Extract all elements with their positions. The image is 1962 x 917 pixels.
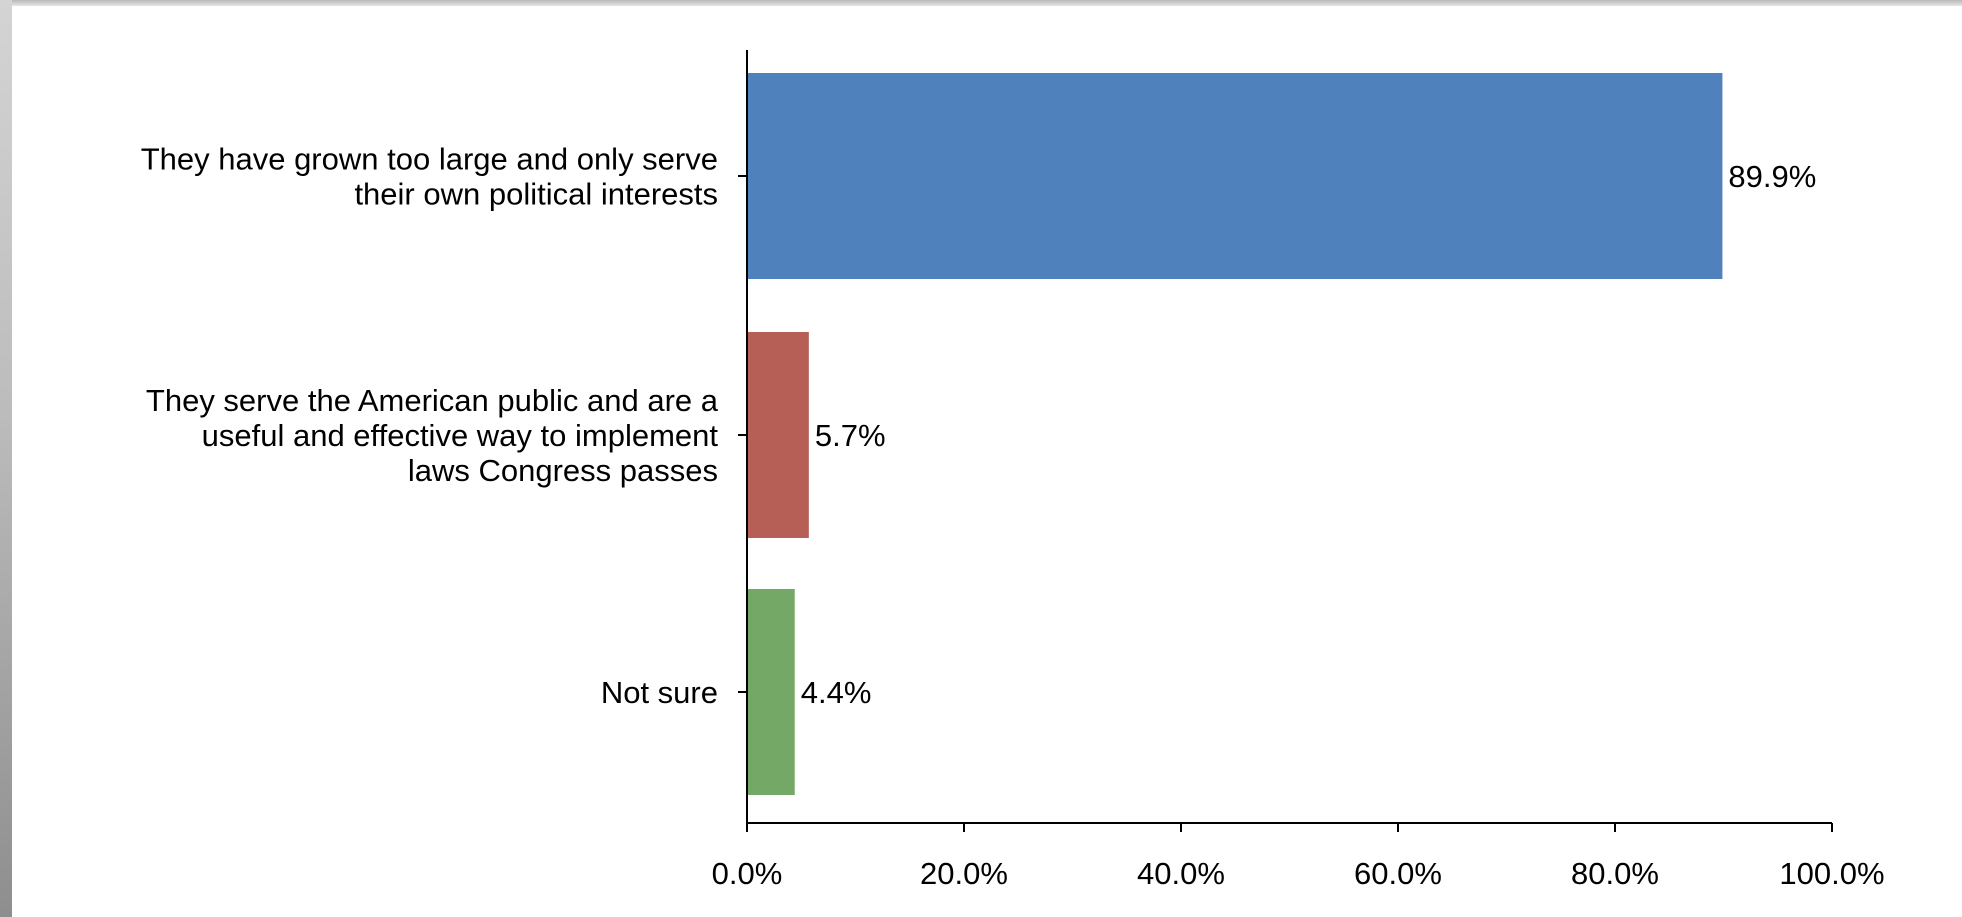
window-frame-left <box>0 0 12 917</box>
category-label-2: They serve the American public and are a… <box>146 383 719 488</box>
window-frame-top <box>0 0 1962 6</box>
category-label-1: They have grown too large and only serve… <box>141 142 718 212</box>
x-tick-label-2: 20.0% <box>920 856 1008 891</box>
x-tick-label-6: 100.0% <box>1779 856 1884 891</box>
x-tick-label-3: 40.0% <box>1137 856 1225 891</box>
category-label-line: laws Congress passes <box>408 453 718 488</box>
data-label-3: 4.4% <box>801 675 872 710</box>
bar-1 <box>747 73 1723 279</box>
x-tick-label-1: 0.0% <box>712 856 783 891</box>
axes-layer: 0.0% 20.0% 40.0% 60.0% 80.0% 100.0% <box>712 50 1885 891</box>
category-label-line: They have grown too large and only serve <box>141 142 718 177</box>
data-label-2: 5.7% <box>815 418 886 453</box>
bar-2 <box>747 332 809 538</box>
x-tick-label-5: 80.0% <box>1571 856 1659 891</box>
category-label-line: Not sure <box>601 675 718 710</box>
category-labels-layer: 89.9% 5.7% 4.4% They have grown too large a… <box>141 142 1817 711</box>
bars-layer <box>747 73 1723 795</box>
category-label-line: They serve the American public and are a <box>146 383 719 418</box>
data-label-1: 89.9% <box>1728 159 1816 194</box>
bar-3 <box>747 589 795 795</box>
category-label-line: useful and effective way to implement <box>202 418 719 453</box>
x-tick-label-4: 60.0% <box>1354 856 1442 891</box>
category-label-line: their own political interests <box>354 177 718 212</box>
category-label-3: Not sure <box>601 675 718 710</box>
